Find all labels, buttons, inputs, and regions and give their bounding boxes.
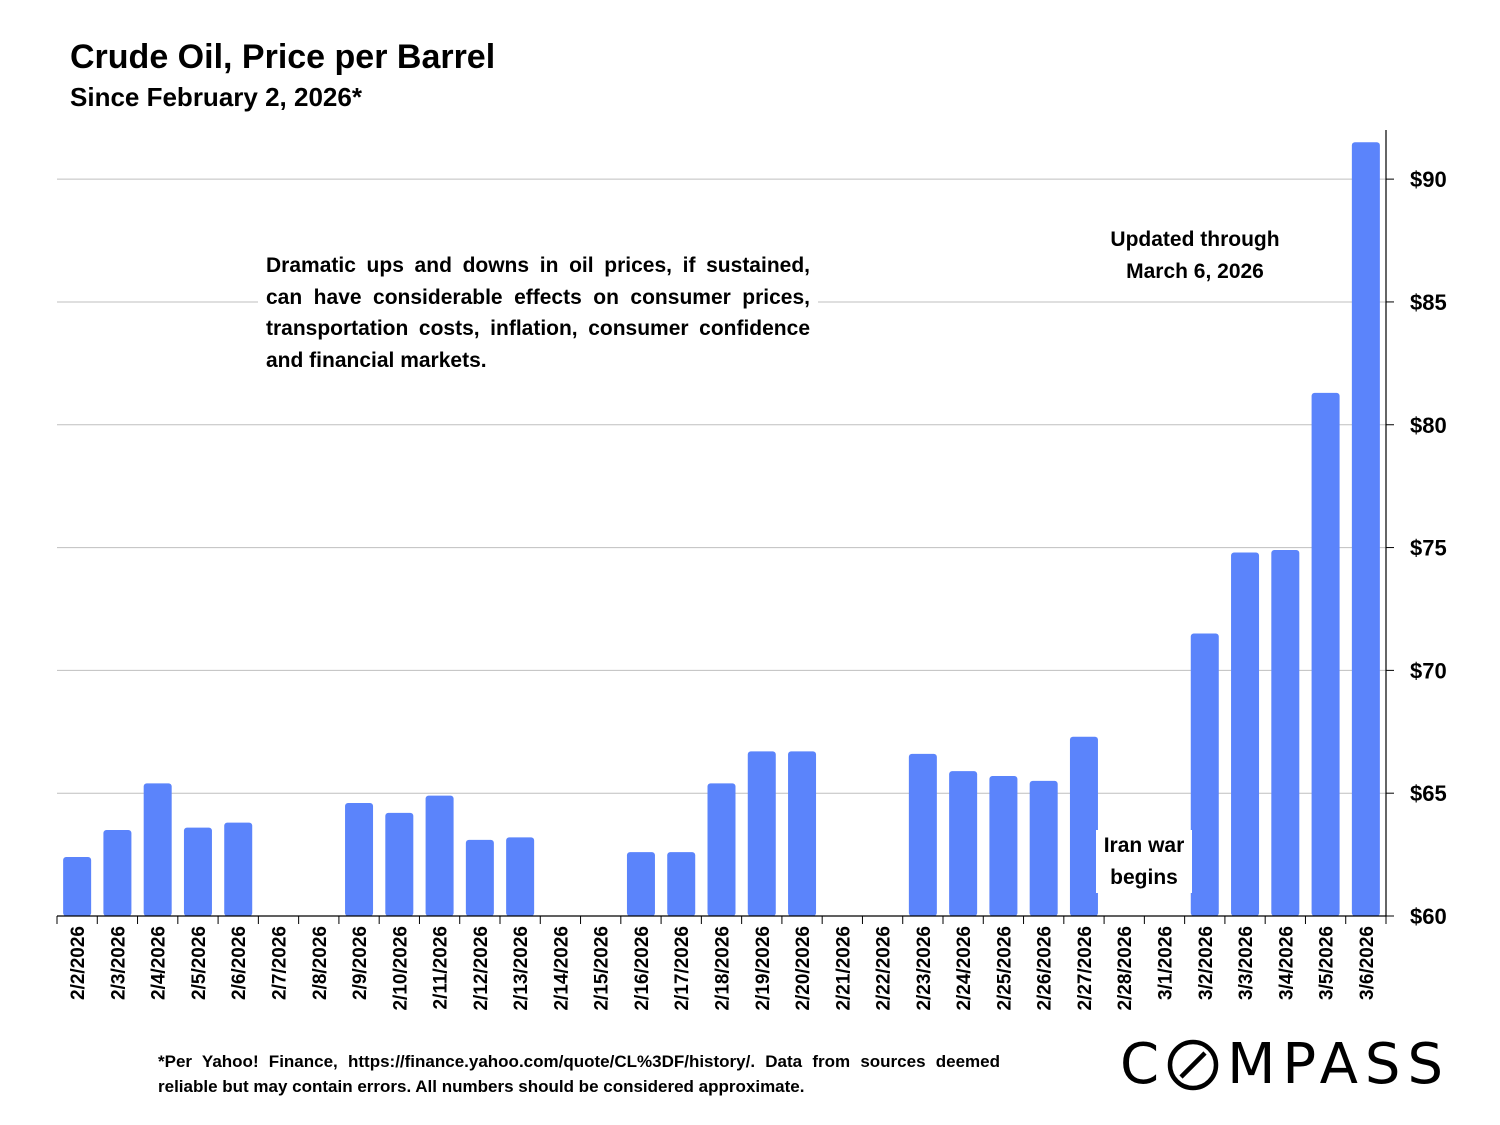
x-tick-label: 2/2/2026 — [68, 926, 89, 1000]
compass-o-icon — [1167, 1039, 1219, 1090]
x-tick-label: 2/15/2026 — [592, 926, 613, 1011]
y-tick-label: $70 — [1410, 658, 1447, 683]
bar-3-6-2026 — [1351, 142, 1380, 916]
x-tick-label: 2/25/2026 — [994, 926, 1015, 1011]
y-tick-label: $60 — [1410, 904, 1447, 929]
bar-3-2-2026 — [1190, 633, 1219, 916]
bar-2-2-2026 — [63, 857, 92, 916]
bar-2-18-2026 — [707, 783, 736, 916]
x-tick-label: 2/8/2026 — [310, 926, 331, 1000]
bar-2-13-2026 — [506, 837, 535, 916]
y-tick-labels: $60 $65 $70 $75 $80 $85 $90 — [1410, 167, 1447, 929]
bars — [63, 142, 1380, 917]
x-tick-label: 2/28/2026 — [1115, 926, 1136, 1011]
x-tick-label: 2/23/2026 — [914, 926, 935, 1011]
x-tick-label: 3/4/2026 — [1276, 926, 1297, 1000]
x-tick-label: 2/20/2026 — [793, 926, 814, 1011]
x-tick-label: 2/5/2026 — [189, 926, 210, 1000]
iran-line-2: begins — [1110, 865, 1178, 889]
source-footnote: *Per Yahoo! Finance, https://finance.yah… — [158, 1052, 1000, 1096]
x-tick-label: 3/2/2026 — [1196, 926, 1217, 1000]
x-tick-label: 2/11/2026 — [431, 926, 452, 1009]
bar-2-19-2026 — [747, 751, 776, 916]
updated-line-1: Updated through — [1110, 228, 1280, 251]
x-tick-label: 2/22/2026 — [874, 926, 895, 1011]
x-tick-label: 2/7/2026 — [270, 926, 291, 1000]
bar-2-3-2026 — [103, 830, 132, 916]
x-tick-label: 2/19/2026 — [753, 926, 774, 1011]
x-tick-label: 3/3/2026 — [1236, 926, 1257, 1000]
bar-2-5-2026 — [183, 827, 212, 916]
bar-2-11-2026 — [425, 795, 454, 916]
x-tick-labels: 2/2/2026 2/3/2026 2/4/2026 2/5/2026 2/6/2026… — [68, 926, 1378, 1011]
chart-title: Crude Oil, Price per Barrel — [70, 38, 496, 76]
y-tick-label: $85 — [1410, 290, 1447, 315]
bar-2-16-2026 — [626, 852, 655, 916]
compass-logo: C MPASS — [1120, 1032, 1450, 1097]
y-tick-label: $65 — [1410, 781, 1447, 806]
logo-text-start: C — [1120, 1032, 1167, 1097]
axes — [56, 130, 1394, 924]
x-tick-label: 2/26/2026 — [1035, 926, 1056, 1011]
x-tick-label: 2/13/2026 — [511, 926, 532, 1011]
bar-3-3-2026 — [1231, 552, 1260, 916]
bar-2-23-2026 — [908, 753, 937, 916]
bar-2-20-2026 — [788, 751, 817, 916]
x-tick-label: 2/14/2026 — [551, 926, 572, 1011]
x-tick-label: 2/12/2026 — [471, 926, 492, 1011]
x-tick-label: 2/21/2026 — [833, 926, 854, 1011]
x-tick-label: 2/16/2026 — [632, 926, 653, 1011]
updated-through-annotation: Updated through March 6, 2026 — [1085, 224, 1305, 287]
x-tick-label: 2/3/2026 — [108, 926, 129, 1000]
chart-subtitle: Since February 2, 2026* — [70, 82, 362, 112]
x-tick-label: 3/1/2026 — [1156, 926, 1177, 1000]
iran-line-1: Iran war — [1103, 834, 1185, 857]
bar-3-4-2026 — [1271, 550, 1300, 916]
bar-2-24-2026 — [949, 771, 978, 916]
y-tick-label: $75 — [1410, 536, 1447, 561]
bar-3-5-2026 — [1311, 392, 1340, 917]
bar-2-4-2026 — [143, 783, 172, 916]
x-tick-label: 2/18/2026 — [713, 926, 734, 1011]
bar-2-25-2026 — [989, 775, 1018, 916]
x-tick-label: 2/17/2026 — [672, 926, 693, 1011]
x-tick-label: 2/27/2026 — [1075, 926, 1096, 1011]
updated-line-2: March 6, 2026 — [1126, 259, 1264, 283]
iran-war-annotation: Iran war begins — [1096, 830, 1192, 893]
y-tick-label: $80 — [1410, 413, 1447, 438]
x-tick-label: 3/5/2026 — [1317, 926, 1338, 1000]
x-tick-label: 3/6/2026 — [1357, 926, 1378, 1000]
bar-2-12-2026 — [465, 839, 494, 916]
y-tick-label: $90 — [1410, 167, 1447, 192]
x-tick-label: 2/4/2026 — [149, 926, 170, 1000]
bar-2-27-2026 — [1069, 736, 1098, 916]
x-tick-label: 2/6/2026 — [229, 926, 250, 1000]
bar-2-6-2026 — [224, 822, 253, 916]
x-tick-label: 2/24/2026 — [954, 926, 975, 1011]
x-tick-label: 2/10/2026 — [390, 926, 411, 1011]
bar-2-17-2026 — [667, 852, 696, 916]
bar-2-10-2026 — [385, 812, 414, 916]
commentary-annotation: Dramatic ups and downs in oil prices, if… — [258, 248, 818, 378]
bar-2-9-2026 — [345, 803, 374, 916]
x-tick-label: 2/9/2026 — [350, 926, 371, 1000]
bar-2-26-2026 — [1029, 780, 1058, 916]
logo-text-end: MPASS — [1227, 1032, 1451, 1097]
